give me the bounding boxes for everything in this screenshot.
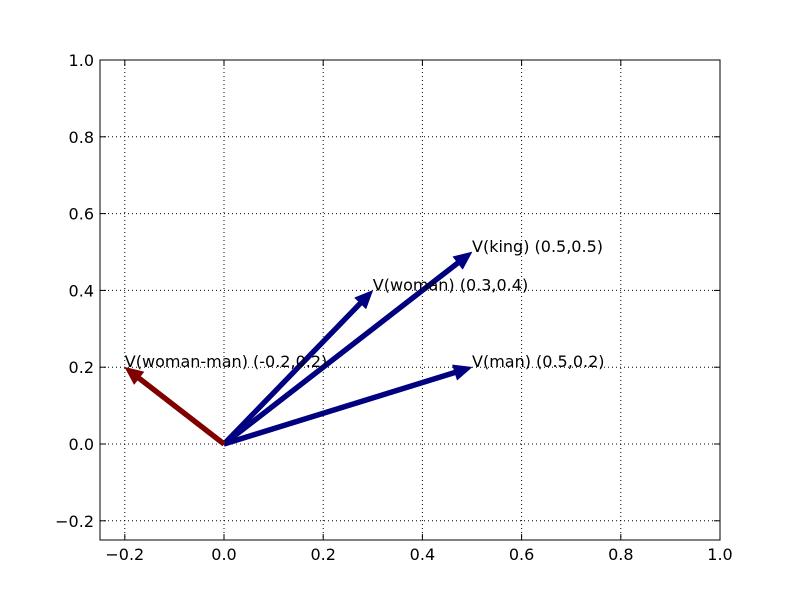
vector-arrow xyxy=(124,366,226,447)
y-tick-label: 0.8 xyxy=(69,128,94,147)
y-tick-label: −0.2 xyxy=(55,512,94,531)
y-tick-label: 1.0 xyxy=(69,51,94,70)
axis-ticks: −0.2 0.0 0.2 0.4 0.6 0.8 1.0 −0.2 0.0 0.2 0.4 0.6 0.… xyxy=(55,51,733,564)
x-tick-label: 0.0 xyxy=(211,545,236,564)
vector-arrow xyxy=(222,364,473,447)
x-tick-label: 0.4 xyxy=(410,545,435,564)
vector-labels: V(king) (0.5,0.5) V(woman) (0.3,0.4) V(man… xyxy=(125,237,605,371)
y-tick-label: 0.2 xyxy=(69,358,94,377)
x-tick-label: 1.0 xyxy=(707,545,732,564)
y-tick-label: 0.6 xyxy=(69,205,94,224)
vector-arrow xyxy=(222,251,473,447)
vector-label: V(man) (0.5,0.2) xyxy=(472,352,605,371)
y-tick-label: 0.0 xyxy=(69,435,94,454)
vectors xyxy=(124,251,473,447)
vector-arrow xyxy=(221,289,374,447)
x-tick-label: 0.2 xyxy=(310,545,335,564)
x-tick-label: −0.2 xyxy=(105,545,144,564)
vector-label: V(woman-man) (-0.2,0.2) xyxy=(125,352,327,371)
x-tick-label: 0.6 xyxy=(509,545,534,564)
plot-frame xyxy=(99,59,721,541)
y-tick-label: 0.4 xyxy=(69,281,94,300)
vector-label: V(woman) (0.3,0.4) xyxy=(373,275,528,294)
x-tick-label: 0.8 xyxy=(608,545,633,564)
vector-label: V(king) (0.5,0.5) xyxy=(472,237,603,256)
